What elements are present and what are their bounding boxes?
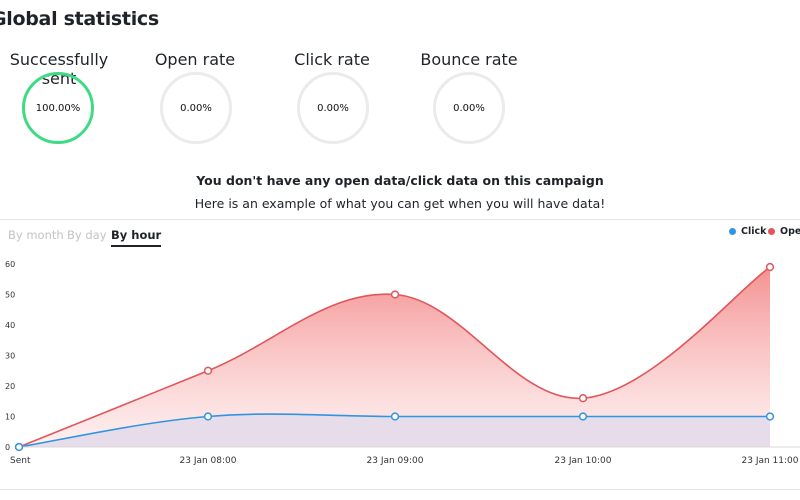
stat-label-click: Click rate: [294, 50, 370, 69]
stat-label-bounce: Bounce rate: [420, 50, 518, 69]
click-data-point: [14, 442, 24, 452]
stat-label-open: Open rate: [154, 50, 236, 69]
y-tick-label: 0: [5, 443, 10, 452]
y-tick-label: 20: [5, 382, 15, 391]
open-rate-ring: 0.00%: [160, 72, 232, 144]
tab-by-month[interactable]: By month: [8, 228, 64, 242]
open-data-point: [765, 262, 775, 272]
legend-label-click: Click: [741, 226, 767, 237]
no-data-subtext: Here is an example of what you can get w…: [194, 196, 606, 211]
bottom-divider: [0, 489, 800, 490]
x-axis: Sent 23 Jan 08:00 23 Jan 09:00 23 Jan 10:00…: [10, 456, 799, 466]
click-data-point: [578, 412, 588, 421]
legend-item-open[interactable]: Open: [768, 226, 800, 237]
open-data-point: [203, 366, 213, 375]
click-legend-dot-icon: [729, 228, 736, 235]
tab-by-day[interactable]: By day: [67, 228, 107, 242]
no-data-heading: You don't have any open data/click data …: [196, 173, 604, 188]
x-tick-label: 23 Jan 10:00: [555, 456, 612, 466]
y-axis: 0 10 20 30 40 50 60: [5, 260, 15, 452]
x-tick-label: Sent: [10, 456, 31, 466]
open-data-point: [390, 290, 400, 299]
section-divider: [0, 219, 800, 220]
tab-by-hour[interactable]: By hour: [111, 228, 162, 247]
y-tick-label: 40: [5, 321, 15, 330]
y-tick-label: 10: [5, 413, 15, 422]
x-tick-label: 23 Jan 08:00: [180, 456, 237, 466]
data-points: [14, 262, 775, 452]
y-tick-label: 50: [5, 291, 15, 300]
click-rate-ring: 0.00%: [297, 72, 369, 144]
open-legend-dot-icon: [768, 228, 775, 235]
click-data-point: [390, 412, 400, 421]
click-data-point: [203, 412, 213, 421]
page-title: Global statistics: [0, 8, 159, 30]
open-data-point: [578, 394, 588, 403]
bounce-rate-ring: 0.00%: [433, 72, 505, 144]
click-data-point: [765, 412, 775, 421]
sent-rate-ring: 100.00%: [22, 72, 94, 144]
legend-label-open: Open: [780, 226, 800, 237]
opens-clicks-area-chart: 0 10 20 30 40 50 60 Sent 23 Jan 08:00 23 Jan 09:…: [5, 260, 800, 466]
y-tick-label: 60: [5, 260, 15, 269]
click-series-area: [19, 414, 770, 447]
x-tick-label: 23 Jan 11:00: [742, 456, 799, 466]
legend-item-click[interactable]: Click: [729, 226, 766, 237]
x-tick-label: 23 Jan 09:00: [367, 456, 424, 466]
y-tick-label: 30: [5, 352, 15, 361]
